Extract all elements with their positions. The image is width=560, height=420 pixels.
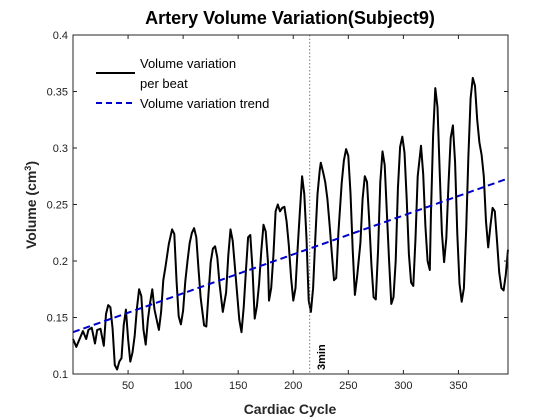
legend-label-trend: Volume variation trend: [140, 96, 269, 111]
axis-ticks: 50 100 150 200 250 300 350 0.1 0.15 0.2 0.25 0.3 0.3…: [47, 30, 509, 392]
x-tick-label: 150: [229, 380, 247, 392]
y-tick-label: 0.25: [47, 200, 68, 212]
y-axis-title-close: ): [23, 161, 39, 166]
x-axis-title: Cardiac Cycle: [244, 401, 337, 417]
legend: Volume variation per beat Volume variati…: [96, 56, 269, 111]
y-axis-title: Volume (cm3): [23, 161, 39, 249]
y-axis-title-main: Volume (cm: [23, 171, 39, 249]
x-tick-label: 350: [449, 380, 467, 392]
x-tick-label: 300: [394, 380, 412, 392]
legend-label-volume-line1: Volume variation: [140, 56, 236, 71]
x-tick-label: 50: [122, 380, 134, 392]
y-tick-label: 0.1: [53, 369, 68, 381]
chart-title: Artery Volume Variation(Subject9): [145, 8, 435, 28]
annotation-label-0: 3min: [316, 344, 328, 370]
y-tick-label: 0.2: [53, 256, 68, 268]
y-tick-label: 0.4: [53, 30, 68, 42]
y-tick-label: 0.35: [47, 87, 68, 99]
y-tick-label: 0.15: [47, 313, 68, 325]
x-tick-label: 100: [174, 380, 192, 392]
y-tick-label: 0.3: [53, 143, 68, 155]
plot-area: 3min: [72, 35, 509, 374]
y-axis-title-superscript: 3: [23, 166, 33, 171]
x-tick-label: 250: [339, 380, 357, 392]
series-line-volume: [72, 76, 509, 371]
legend-label-volume-line2: per beat: [140, 76, 188, 91]
x-tick-label: 200: [284, 380, 302, 392]
